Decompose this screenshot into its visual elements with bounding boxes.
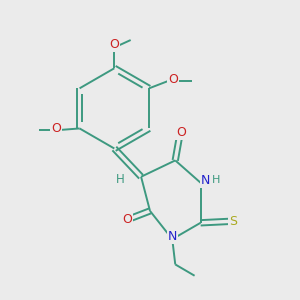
Text: H: H bbox=[116, 173, 125, 186]
Text: O: O bbox=[176, 126, 186, 139]
Text: O: O bbox=[110, 38, 119, 51]
Text: S: S bbox=[229, 215, 237, 228]
Text: N: N bbox=[168, 230, 177, 243]
Text: O: O bbox=[51, 122, 61, 135]
Text: O: O bbox=[122, 213, 132, 226]
Text: N: N bbox=[201, 174, 211, 187]
Text: H: H bbox=[212, 175, 220, 185]
Text: O: O bbox=[168, 73, 178, 86]
